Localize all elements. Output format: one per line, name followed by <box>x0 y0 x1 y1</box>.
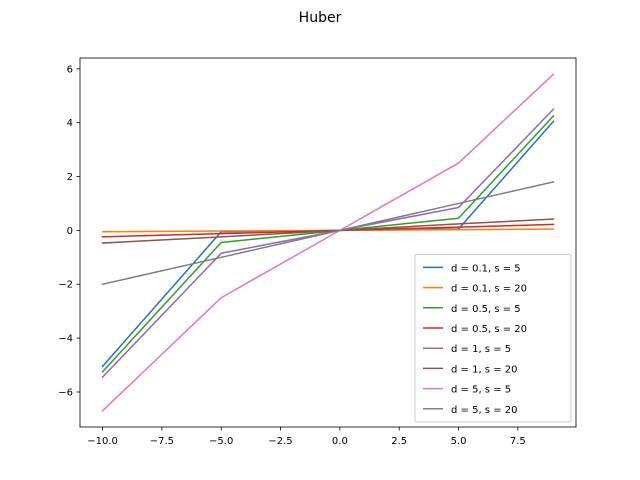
series-layer <box>101 73 555 412</box>
legend-label-7: d = 5, s = 20 <box>451 405 517 416</box>
x-tick-label: −10.0 <box>87 436 118 447</box>
x-tick-label: −5.0 <box>209 436 233 447</box>
legend: d = 0.1, s = 5 d = 0.1, s = 20 d = 0.5, s … <box>414 253 572 423</box>
legend-label-5: d = 1, s = 20 <box>451 364 517 375</box>
legend-label-6: d = 5, s = 5 <box>451 385 511 396</box>
legend-label-1: d = 0.1, s = 20 <box>451 284 527 295</box>
x-tick-label: 7.5 <box>510 436 526 447</box>
y-axis: −6 −4 −2 0 2 4 6 <box>58 64 80 398</box>
y-tick-label: 2 <box>67 172 73 183</box>
y-tick-label: 0 <box>67 226 73 237</box>
axes-frame <box>79 57 577 428</box>
y-tick-label: 4 <box>67 118 73 129</box>
series-line-7 <box>101 181 555 286</box>
x-tick-label: −2.5 <box>268 436 292 447</box>
y-tick-label: −6 <box>58 387 73 398</box>
y-tick-label: −2 <box>58 280 73 291</box>
y-tick-label: 6 <box>67 64 73 75</box>
x-tick-label: −7.5 <box>150 436 174 447</box>
x-tick-label: 5.0 <box>451 436 467 447</box>
legend-label-0: d = 0.1, s = 5 <box>451 263 521 274</box>
x-axis: −10.0 −7.5 −5.0 −2.5 0.0 2.5 5.0 7.5 <box>87 427 526 447</box>
legend-label-4: d = 1, s = 5 <box>451 344 511 355</box>
x-tick-label: 2.5 <box>391 436 407 447</box>
legend-box <box>414 253 572 423</box>
y-tick-label: −4 <box>58 334 73 345</box>
legend-label-2: d = 0.5, s = 5 <box>451 304 521 315</box>
x-tick-label: 0.0 <box>332 436 348 447</box>
legend-label-3: d = 0.5, s = 20 <box>451 324 527 335</box>
chart-title: Huber <box>299 10 342 26</box>
